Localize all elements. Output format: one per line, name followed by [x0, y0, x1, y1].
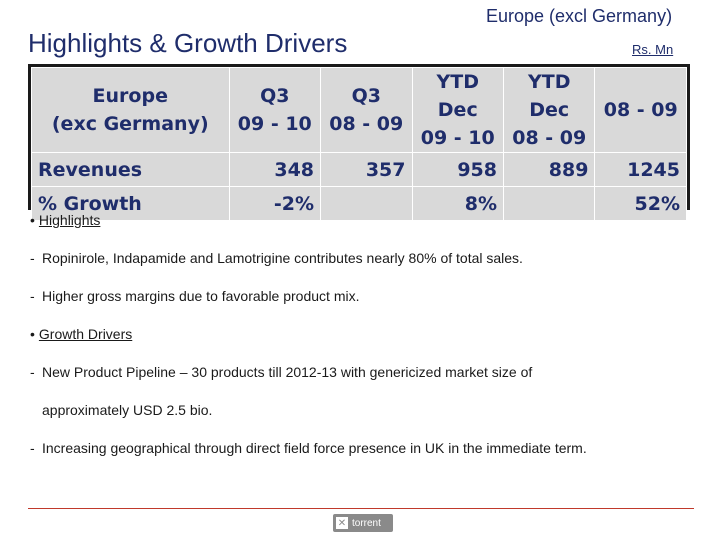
- unit-label: Rs. Mn: [632, 42, 674, 57]
- table-row: Revenues 348 357 958 889 1245: [31, 152, 687, 187]
- column-header: Q3 08 - 09: [320, 67, 413, 153]
- section-heading: • Highlights: [30, 212, 101, 228]
- row-label: % Growth: [31, 186, 230, 221]
- column-header: Europe (exc Germany): [31, 67, 230, 153]
- table-cell: 357: [320, 152, 413, 187]
- table-cell: 1245: [594, 152, 687, 187]
- financial-table: Europe (exc Germany) Q3 09 - 10 Q3 08 - 09 …: [28, 64, 690, 221]
- row-label: Revenues: [31, 152, 230, 187]
- table-cell: [502, 186, 596, 221]
- table-cell: [320, 186, 413, 221]
- table-header-row: Europe (exc Germany) Q3 09 - 10 Q3 08 - 09 …: [31, 67, 687, 153]
- company-logo: ✕ torrent: [333, 514, 393, 532]
- logo-wordmark: torrent: [352, 517, 381, 529]
- slide-title: Highlights & Growth Drivers: [28, 28, 348, 58]
- list-item: - Ropinirole, Indapamide and Lamotrigine …: [30, 250, 523, 266]
- footer-divider: [28, 508, 694, 509]
- table-cell: 889: [502, 152, 596, 187]
- table-cell: 52%: [594, 186, 687, 221]
- table-cell: 958: [411, 152, 504, 187]
- dash-icon: -: [30, 288, 35, 304]
- column-header: YTD Dec 08 - 09: [502, 67, 596, 153]
- bullet-icon: •: [30, 212, 35, 228]
- dash-icon: -: [30, 440, 35, 456]
- table-cell: -2%: [228, 186, 322, 221]
- table-row: % Growth -2% 8% 52%: [31, 186, 687, 221]
- table-cell: 8%: [411, 186, 504, 221]
- list-item: - Higher gross margins due to favorable p…: [30, 288, 360, 304]
- logo-mark-icon: ✕: [336, 517, 348, 529]
- list-item-continuation: approximately USD 2.5 bio.: [42, 402, 213, 418]
- table-cell: 348: [228, 152, 322, 187]
- list-item: - New Product Pipeline – 30 products till…: [30, 364, 533, 380]
- region-title: Europe (excl Germany): [486, 6, 673, 26]
- column-header: YTD Dec 09 - 10: [411, 67, 504, 153]
- column-header: Q3 09 - 10: [228, 67, 322, 153]
- list-item: - Increasing geographical through direct …: [30, 440, 587, 456]
- dash-icon: -: [30, 250, 35, 266]
- section-heading: • Growth Drivers: [30, 326, 133, 342]
- column-header: 08 - 09: [594, 67, 687, 153]
- dash-icon: -: [30, 364, 35, 380]
- bullet-icon: •: [30, 326, 35, 342]
